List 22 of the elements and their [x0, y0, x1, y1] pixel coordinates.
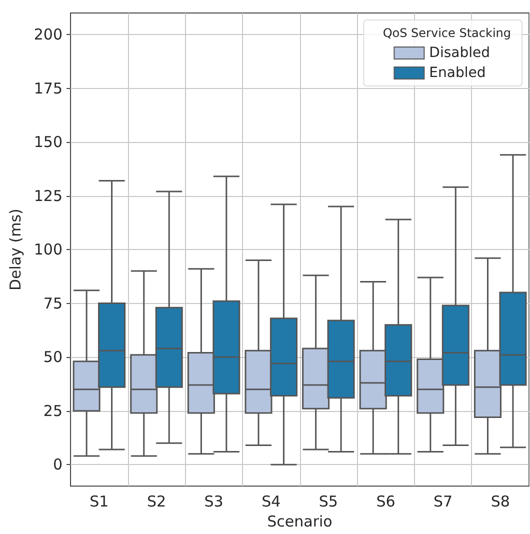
- legend-label: Disabled: [429, 45, 490, 61]
- y-tick-label: 175: [34, 79, 63, 98]
- legend-title: QoS Service Stacking: [382, 26, 512, 40]
- x-tick-label: S8: [490, 492, 510, 511]
- y-tick-label: 100: [34, 240, 63, 259]
- y-tick-label: 75: [43, 294, 63, 312]
- legend-label: Enabled: [429, 65, 486, 81]
- x-tick-label: S3: [204, 492, 224, 511]
- y-tick-label: 150: [34, 133, 63, 152]
- y-tick-label: 125: [34, 186, 63, 205]
- x-tick-label: S6: [376, 492, 396, 511]
- x-axis-title: Scenario: [267, 512, 332, 530]
- x-tick-label: S7: [434, 492, 453, 511]
- x-tick-label: S4: [262, 492, 281, 511]
- x-tick-label: S2: [146, 492, 166, 511]
- y-axis-title: Delay (ms): [6, 208, 24, 291]
- y-tick-label: 25: [43, 402, 63, 420]
- x-tick-label: S5: [318, 492, 338, 511]
- y-tick-label: 50: [43, 348, 63, 366]
- x-tick-label: S1: [90, 492, 109, 511]
- y-tick-label: 200: [34, 26, 63, 44]
- y-tick-label: 0: [52, 456, 63, 474]
